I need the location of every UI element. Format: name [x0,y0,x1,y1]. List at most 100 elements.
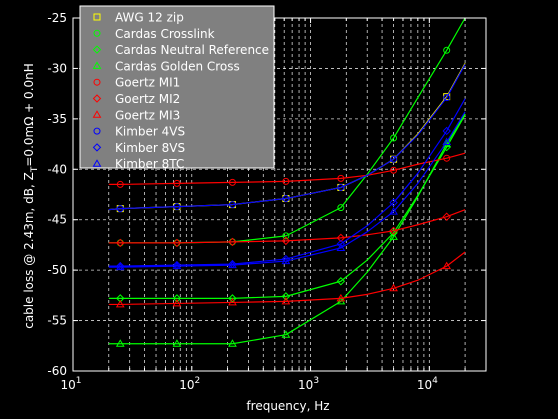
y-tick-label: -50 [47,263,67,277]
data-point [115,299,125,308]
legend-marker [92,110,102,118]
legend-label: Kimber 8TC [115,157,184,171]
y-tick-label: -30 [47,61,67,75]
legend-label: Goertz MI2 [115,92,180,106]
legend-marker [92,159,102,167]
legend-label: Cardas Neutral Reference [115,43,269,57]
data-point [228,260,237,269]
data-point [390,155,398,163]
data-point [228,297,237,306]
data-point [116,205,124,213]
data-point [281,292,291,301]
data-point [390,166,398,174]
data-point [389,198,398,207]
series-line [108,113,466,345]
legend-marker [92,143,102,152]
data-point [115,262,125,271]
data-point [172,238,182,248]
data-point [443,154,451,162]
y-tick-labels: -60 -55 -50 -45 -40 -35 -30 -25 [47,11,67,378]
data-point [336,277,346,286]
data-point [389,283,398,292]
legend-label: Kimber 8VS [115,141,185,155]
series-line [108,251,466,306]
x-tick-label-exponent: 2 [195,376,201,386]
x-tick-label-exponent: 3 [313,376,319,386]
data-point [442,126,451,136]
data-point [336,243,346,251]
data-point [389,207,398,215]
data-point [281,296,291,305]
data-point [389,226,398,236]
series-goertz-mi1 [108,152,466,188]
data-point [442,261,452,270]
legend-marker [93,78,101,86]
series-goertz-mi2 [108,209,466,248]
legend-marker [93,29,101,37]
legend-label: Kimber 4VS [115,125,185,139]
series-line [108,152,466,186]
data-point [116,180,124,188]
legend-item-kimber-4vs: Kimber 4VS [93,125,185,139]
legend-item-awg-12-zip: AWG 12 zip [93,11,184,25]
data-point [281,254,291,264]
series-goertz-mi3 [108,251,466,308]
series-line [108,209,466,244]
legend-item-kimber-8vs: Kimber 8VS [92,141,185,155]
x-tick-label-base: 10 [417,378,432,392]
series-kimber-4vs [108,64,466,213]
legend-box [79,5,275,169]
legend-item-cardas-golden-cross: Cardas Golden Cross [92,59,240,73]
x-tick-label: 104 [417,376,438,392]
data-point [228,339,237,347]
data-point [281,330,291,338]
legend-marker [92,94,102,103]
y-tick-label: -40 [47,162,67,176]
data-point [337,204,345,212]
data-point [281,256,291,265]
legend-item-kimber-8tc: Kimber 8TC [92,157,184,171]
axes-frame [72,17,487,372]
x-tick-label: 101 [60,376,81,392]
data-point [282,177,290,185]
series-layer [108,17,466,347]
x-tick-label-base: 10 [298,378,313,392]
legend-item-goertz-mi3: Goertz MI3 [92,108,180,122]
data-point [172,339,182,347]
legend-item-cardas-crosslink: Cardas Crosslink [93,27,215,41]
legend-marker [93,127,101,135]
x-axis-label: frequency, Hz [246,399,329,413]
legend-item-goertz-mi1: Goertz MI1 [93,76,180,90]
legend-label: AWG 12 zip [115,11,184,25]
legend: AWG 12 zip Cardas Crosslink Cardas Neutral… [79,5,275,171]
legend-item-cardas-neutral-reference: Cardas Neutral Reference [92,43,269,57]
x-tick-label: 102 [179,376,200,392]
data-point [173,203,181,211]
data-point [337,183,345,191]
y-tick-label: -55 [47,314,67,328]
data-point [337,174,345,182]
legend-marker [92,61,102,69]
data-point [281,236,291,246]
y-tick-label: -60 [47,364,67,378]
data-point [228,237,237,247]
data-point [173,179,181,187]
series-line [108,64,466,211]
x-tick-label-base: 10 [60,378,75,392]
y-axis-label-subscript: T [30,166,40,173]
x-tick-label-exponent: 1 [76,376,82,386]
data-point [228,178,236,186]
x-tick-label: 103 [298,376,319,392]
data-point [443,46,451,54]
data-point [172,294,182,303]
series-line [108,111,466,268]
data-point [228,201,236,209]
y-tick-label: -25 [47,11,67,25]
legend-label: Goertz MI1 [115,76,180,90]
legend-marker [93,13,101,21]
y-axis-label-main: cable loss @ 2.43m, dB, Z [22,172,36,329]
data-point [115,339,125,347]
legend-items: AWG 12 zip Cardas Crosslink Cardas Neutral… [92,11,269,171]
y-tick-label: -35 [47,112,67,126]
